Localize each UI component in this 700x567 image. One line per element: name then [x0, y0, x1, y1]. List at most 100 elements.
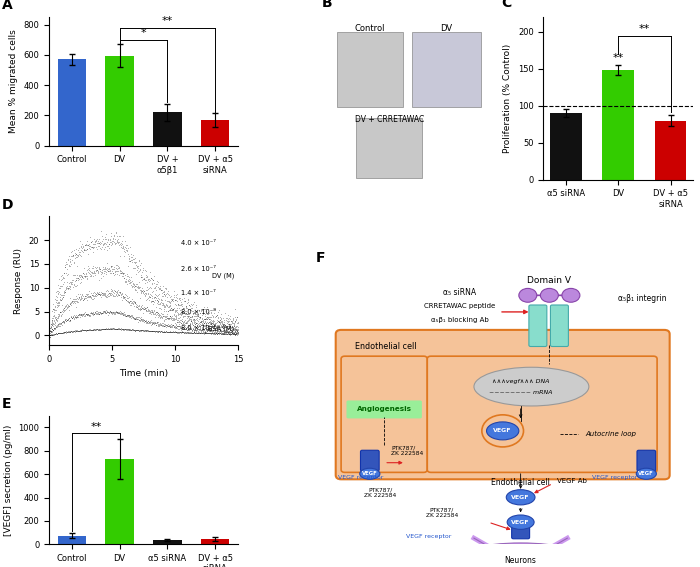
Point: [98, 325, 109, 334]
Point: [126, 298, 137, 307]
Point: [99, 324, 111, 333]
Point: [186, 316, 197, 325]
Point: [85, 308, 97, 318]
Point: [209, 323, 220, 332]
Point: [135, 304, 146, 314]
Point: [228, 329, 239, 338]
Point: [184, 301, 195, 310]
Point: [114, 270, 125, 280]
Point: [201, 323, 212, 332]
Point: [214, 315, 225, 324]
Point: [209, 319, 220, 328]
Point: [176, 327, 187, 336]
Point: [105, 307, 116, 316]
Point: [102, 308, 113, 317]
Point: [80, 271, 91, 280]
Point: [131, 286, 142, 295]
Point: [113, 238, 125, 247]
Point: [208, 322, 219, 331]
Text: F: F: [316, 251, 326, 265]
Point: [153, 283, 164, 292]
Point: [50, 323, 61, 332]
Point: [198, 318, 209, 327]
Point: [72, 312, 83, 321]
Point: [104, 324, 116, 333]
Point: [139, 278, 150, 287]
Point: [228, 329, 239, 338]
Point: [226, 323, 237, 332]
Point: [174, 294, 185, 303]
Point: [123, 310, 134, 319]
Point: [144, 268, 155, 277]
Point: [225, 330, 236, 339]
Point: [94, 290, 106, 299]
Point: [216, 329, 228, 338]
Point: [139, 325, 150, 335]
Point: [52, 321, 64, 330]
Point: [162, 327, 173, 336]
Point: [201, 319, 212, 328]
Point: [123, 256, 134, 265]
Point: [125, 296, 136, 305]
Point: [81, 271, 92, 280]
Point: [96, 244, 107, 253]
Point: [222, 329, 233, 338]
Text: **: **: [612, 53, 624, 63]
Point: [160, 327, 172, 336]
Point: [131, 280, 142, 289]
Point: [64, 298, 76, 307]
Point: [220, 308, 231, 318]
Point: [168, 314, 179, 323]
Point: [167, 306, 178, 315]
Point: [229, 324, 240, 333]
Point: [49, 310, 60, 319]
Point: [93, 289, 104, 298]
Point: [217, 320, 228, 329]
Point: [206, 320, 217, 329]
Point: [53, 301, 64, 310]
Point: [143, 325, 154, 335]
Point: [163, 296, 174, 305]
Point: [178, 324, 189, 333]
Point: [147, 308, 158, 317]
Point: [200, 313, 211, 322]
Point: [53, 311, 64, 320]
Point: [114, 266, 125, 275]
Point: [92, 239, 103, 248]
Point: [146, 327, 157, 336]
Point: [195, 326, 206, 335]
Point: [106, 308, 118, 318]
Point: [104, 264, 115, 273]
Point: [206, 328, 217, 337]
Text: C: C: [501, 0, 512, 10]
Point: [52, 329, 63, 338]
Point: [50, 315, 62, 324]
Point: [158, 289, 169, 298]
Point: [122, 311, 134, 320]
Point: [190, 328, 201, 337]
Point: [109, 324, 120, 333]
Point: [46, 325, 57, 334]
Point: [122, 311, 133, 320]
Point: [204, 313, 216, 322]
Point: [119, 247, 130, 256]
Point: [188, 328, 199, 337]
Point: [193, 328, 204, 337]
Point: [62, 315, 73, 324]
Point: [158, 319, 169, 328]
Point: [155, 327, 167, 336]
Point: [128, 283, 139, 292]
Point: [164, 321, 175, 330]
Point: [139, 326, 150, 335]
Point: [97, 291, 108, 300]
Circle shape: [540, 289, 559, 302]
Point: [127, 312, 138, 321]
Point: [116, 290, 127, 299]
Point: [123, 274, 134, 284]
Point: [72, 312, 83, 321]
Point: [63, 316, 74, 325]
Point: [103, 308, 114, 317]
Point: [169, 312, 181, 321]
Point: [211, 321, 222, 331]
Point: [228, 328, 239, 337]
